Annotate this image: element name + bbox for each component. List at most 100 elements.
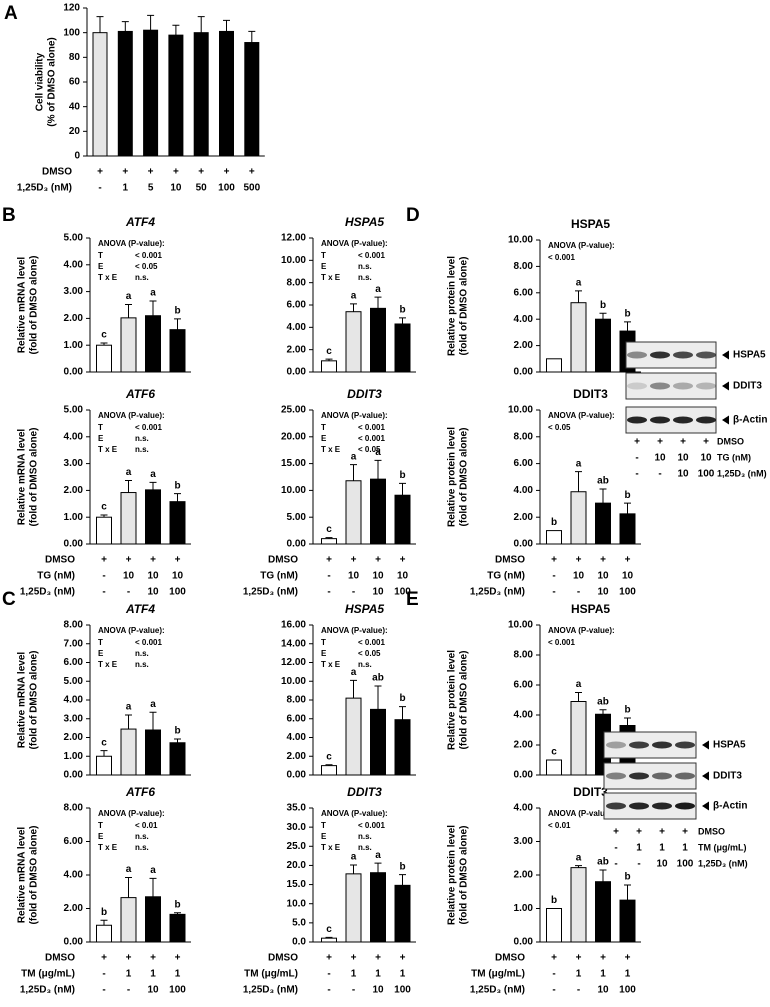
anova-value: n.s. — [358, 843, 372, 852]
condition-value: - — [327, 571, 330, 582]
panel-label: B — [2, 205, 16, 226]
significance-letter: a — [375, 447, 381, 458]
condition-value: 1 — [375, 969, 381, 980]
anova-value: < 0.001 — [358, 423, 385, 432]
anova-value: < 0.05 — [548, 423, 571, 432]
significance-letter: a — [576, 852, 582, 863]
anova-value: < 0.05 — [135, 262, 158, 271]
error-bar — [374, 862, 382, 873]
condition-value: - — [637, 859, 640, 870]
y-tick-label: 3.00 — [64, 458, 84, 469]
error-bar — [374, 296, 382, 309]
anova-term: E — [98, 434, 104, 443]
significance-letter: a — [126, 702, 132, 713]
blot-band — [606, 802, 626, 810]
anova-term: E — [321, 434, 327, 443]
bar — [92, 32, 108, 157]
significance-letter: b — [624, 490, 630, 501]
blot-frame — [625, 372, 717, 400]
anova-term: T x E — [321, 843, 341, 852]
band-label: β-Actin — [713, 801, 747, 812]
bar — [546, 358, 562, 373]
y-tick-label: 4.00 — [64, 431, 84, 442]
significance-letter: c — [101, 737, 107, 748]
error-bar — [350, 864, 357, 874]
blot-band — [652, 802, 672, 810]
condition-label: DMSO — [45, 953, 75, 964]
bar — [370, 478, 386, 545]
error-bar — [149, 300, 157, 316]
condition-value: 10 — [147, 587, 159, 598]
anova-title: ANOVA (P-value): — [548, 411, 615, 420]
bar — [120, 492, 137, 545]
condition-value: - — [102, 571, 105, 582]
condition-value: + — [551, 555, 557, 566]
bar — [370, 872, 386, 943]
condition-value: 10 — [147, 985, 159, 996]
error-bar — [374, 685, 382, 710]
condition-label: DMSO — [268, 555, 298, 566]
condition-value: + — [576, 555, 582, 566]
bar — [595, 502, 611, 545]
y-tick-label: 8.00 — [287, 277, 307, 288]
condition-label: DMSO — [495, 953, 525, 964]
anova-title: ANOVA (P-value): — [548, 809, 615, 818]
condition-value: 10 — [677, 453, 689, 464]
blot-band — [675, 772, 695, 780]
y-axis-label: Relative protein level — [447, 650, 458, 750]
y-tick-label: 80 — [69, 52, 81, 63]
y-tick-label: 2.00 — [514, 512, 534, 523]
y-tick-label: 10.0 — [287, 898, 307, 909]
significance-letter: c — [326, 751, 332, 762]
y-tick-label: 5.00 — [64, 405, 84, 416]
condition-value: - — [552, 571, 555, 582]
error-bar — [197, 16, 205, 33]
bar — [244, 42, 260, 157]
bar — [321, 538, 337, 545]
condition-value: + — [576, 953, 582, 964]
error-bar — [350, 464, 357, 481]
anova-term: T x E — [98, 843, 118, 852]
y-tick-label: 4.00 — [287, 732, 307, 743]
condition-label: DMSO — [698, 826, 725, 836]
significance-letter: a — [126, 864, 132, 875]
bar — [345, 697, 362, 776]
y-tick-label: 15.00 — [281, 458, 306, 469]
condition-value: - — [614, 859, 617, 870]
condition-label: 1,25D₃ (nM) — [243, 587, 298, 598]
significance-letter: b — [551, 517, 557, 528]
error-bar — [374, 459, 382, 480]
error-bar — [350, 303, 357, 312]
condition-value: + — [400, 953, 406, 964]
significance-letter: a — [150, 288, 156, 299]
bar — [570, 302, 587, 373]
y-axis-label: (fold of DMSO alone) — [29, 826, 40, 925]
significance-letter: a — [150, 699, 156, 710]
y-tick-label: 30.0 — [287, 822, 307, 833]
error-bar — [125, 479, 132, 493]
condition-value: 10 — [597, 985, 609, 996]
condition-label: TG (nM) — [487, 571, 525, 582]
anova-term: T — [98, 821, 103, 830]
y-tick-label: 2.00 — [64, 903, 84, 914]
y-tick-label: 20 — [69, 126, 81, 137]
blot-band — [606, 772, 626, 780]
band-pointer — [722, 381, 729, 391]
y-tick-label: 3.00 — [514, 836, 534, 847]
significance-letter: c — [326, 346, 332, 357]
anova-value: < 0.001 — [548, 638, 575, 647]
condition-value: - — [577, 985, 580, 996]
condition-value: 1 — [126, 969, 132, 980]
bar — [570, 867, 587, 943]
significance-letter: a — [375, 284, 381, 295]
y-tick-label: 0.00 — [514, 367, 534, 378]
y-tick-label: 8.00 — [514, 650, 534, 661]
condition-value: - — [352, 985, 355, 996]
y-axis-label: Relative mRNA level — [17, 827, 28, 924]
bar — [169, 742, 186, 776]
error-bar — [149, 481, 157, 490]
condition-label: 1,25D₃ (nM) — [20, 985, 75, 996]
panel-label: D — [406, 205, 420, 226]
anova-value: < 0.001 — [358, 251, 385, 260]
